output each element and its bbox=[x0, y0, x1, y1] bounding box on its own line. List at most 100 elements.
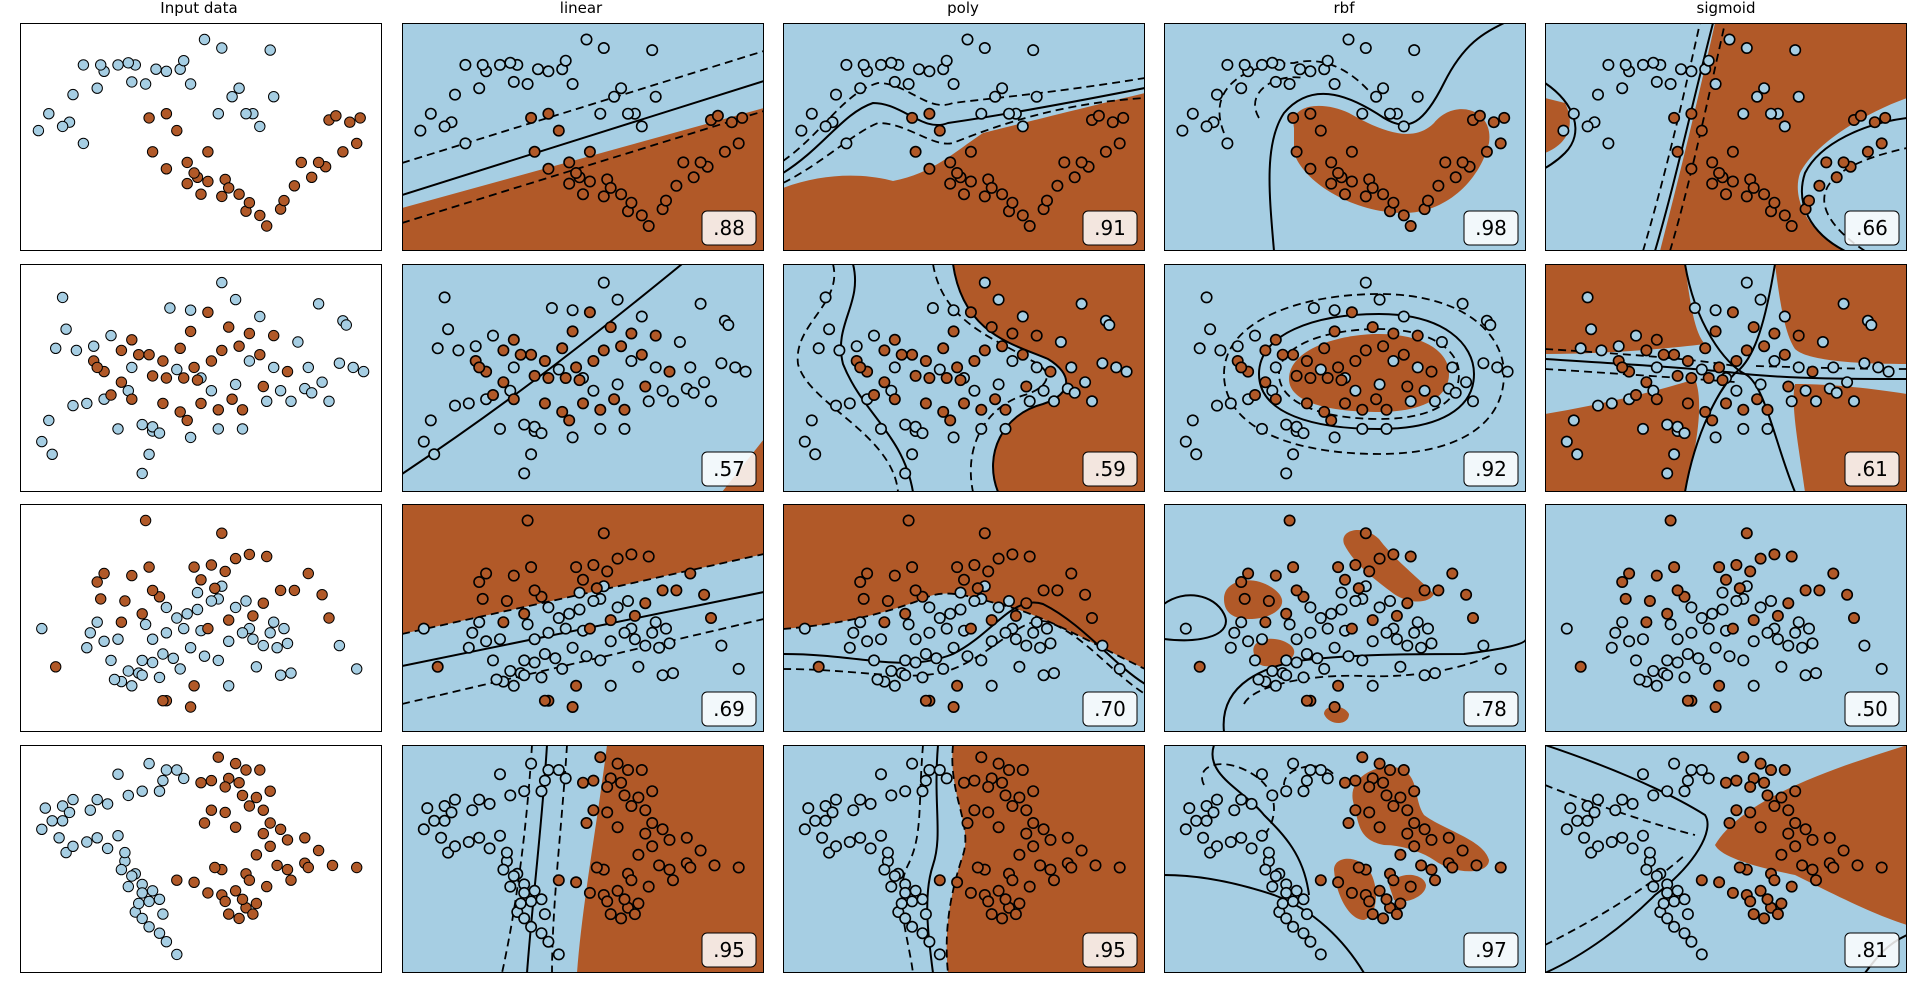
score-box bbox=[701, 691, 757, 727]
data-point-class-1 bbox=[1356, 403, 1369, 416]
data-point-class-1 bbox=[906, 348, 919, 361]
data-point-class-0 bbox=[1290, 633, 1303, 646]
data-point-class-1 bbox=[666, 874, 679, 887]
data-point-class-1 bbox=[975, 403, 988, 416]
data-point-class-1 bbox=[254, 349, 266, 361]
data-point-class-0 bbox=[153, 893, 166, 906]
data-point-class-1 bbox=[229, 552, 242, 565]
data-point-class-0 bbox=[518, 467, 531, 480]
data-point-class-1 bbox=[243, 327, 256, 340]
data-point-class-1 bbox=[312, 156, 325, 169]
data-point-class-1 bbox=[1809, 874, 1822, 887]
data-point-class-0 bbox=[1373, 378, 1386, 391]
data-point-class-1 bbox=[542, 372, 555, 385]
data-point-class-1 bbox=[1851, 859, 1864, 872]
data-point-class-0 bbox=[122, 880, 135, 893]
data-point-class-0 bbox=[999, 422, 1012, 435]
data-point-class-0 bbox=[635, 310, 648, 323]
data-point-class-0 bbox=[351, 663, 363, 675]
data-point-class-0 bbox=[840, 58, 853, 71]
score-box bbox=[701, 210, 757, 246]
data-point-class-1 bbox=[1439, 156, 1452, 169]
data-point-class-0 bbox=[77, 137, 90, 150]
data-point-class-0 bbox=[56, 815, 69, 827]
data-point-class-1 bbox=[628, 908, 641, 921]
data-point-class-1 bbox=[1387, 799, 1400, 812]
data-point-class-0 bbox=[1630, 329, 1643, 342]
score-box bbox=[701, 932, 757, 968]
data-point-class-0 bbox=[1425, 637, 1438, 650]
data-point-class-1 bbox=[1418, 823, 1431, 836]
data-point-class-0 bbox=[191, 586, 204, 599]
data-point-class-1 bbox=[604, 908, 617, 921]
data-point-class-0 bbox=[649, 361, 662, 374]
panel-plot-area bbox=[1176, 23, 1511, 251]
data-point-class-1 bbox=[1373, 552, 1386, 565]
data-point-class-0 bbox=[975, 422, 988, 435]
data-point-class-1 bbox=[1640, 376, 1653, 389]
data-point-class-1 bbox=[656, 823, 669, 836]
data-point-class-0 bbox=[542, 763, 555, 776]
data-point-class-1 bbox=[1730, 558, 1743, 571]
data-point-class-0 bbox=[157, 908, 169, 920]
data-point-class-1 bbox=[1785, 220, 1798, 233]
data-point-class-1 bbox=[250, 849, 263, 861]
data-point-class-1 bbox=[1332, 361, 1345, 374]
data-point-class-0 bbox=[1228, 804, 1241, 817]
data-point-class-0 bbox=[1626, 842, 1639, 855]
data-point-class-0 bbox=[1318, 662, 1331, 675]
data-point-class-0 bbox=[1384, 595, 1397, 608]
data-point-class-1 bbox=[1747, 321, 1760, 334]
data-point-class-1 bbox=[1841, 588, 1854, 601]
data-point-class-0 bbox=[1460, 376, 1473, 389]
data-point-class-0 bbox=[549, 652, 562, 665]
data-point-class-1 bbox=[1304, 162, 1317, 175]
data-point-class-0 bbox=[1249, 329, 1262, 342]
panel-frame bbox=[402, 264, 764, 492]
data-point-class-1 bbox=[233, 777, 245, 789]
data-point-class-1 bbox=[1713, 561, 1726, 574]
data-point-class-0 bbox=[525, 757, 538, 770]
data-point-class-1 bbox=[1747, 908, 1760, 921]
data-point-class-0 bbox=[67, 399, 79, 412]
data-point-class-1 bbox=[944, 177, 957, 190]
data-point-class-0 bbox=[1030, 90, 1043, 103]
data-point-class-1 bbox=[1726, 622, 1739, 635]
data-point-class-0 bbox=[1200, 814, 1213, 827]
score-label: .78 bbox=[1475, 697, 1507, 721]
panel-frame bbox=[402, 504, 764, 732]
data-point-class-1 bbox=[656, 584, 669, 597]
data-point-class-0 bbox=[1321, 54, 1334, 67]
decision-boundary-line bbox=[783, 87, 1145, 174]
data-point-class-1 bbox=[171, 124, 183, 137]
data-point-class-0 bbox=[1737, 654, 1750, 667]
panel-row2-input bbox=[20, 264, 382, 492]
data-point-class-0 bbox=[153, 427, 166, 439]
data-point-class-0 bbox=[1103, 318, 1116, 331]
data-point-class-0 bbox=[919, 648, 932, 661]
data-point-class-0 bbox=[1262, 846, 1275, 859]
data-point-class-0 bbox=[538, 908, 551, 921]
data-point-class-0 bbox=[424, 414, 437, 427]
data-point-class-0 bbox=[81, 397, 93, 410]
data-point-class-1 bbox=[1335, 374, 1348, 387]
data-point-class-1 bbox=[1401, 804, 1414, 817]
data-point-class-1 bbox=[923, 107, 936, 120]
data-point-class-0 bbox=[854, 616, 867, 629]
data-point-class-0 bbox=[143, 757, 155, 770]
data-point-class-0 bbox=[1837, 297, 1850, 310]
data-point-class-1 bbox=[115, 616, 128, 628]
data-point-class-1 bbox=[951, 679, 964, 692]
data-point-class-1 bbox=[663, 833, 676, 846]
data-point-class-0 bbox=[899, 785, 912, 798]
margin-line bbox=[402, 110, 764, 224]
data-point-class-0 bbox=[985, 679, 998, 692]
data-point-class-1 bbox=[1456, 156, 1469, 169]
data-point-class-0 bbox=[95, 59, 107, 71]
data-point-class-0 bbox=[1778, 120, 1791, 133]
data-point-class-1 bbox=[958, 776, 971, 789]
data-point-class-1 bbox=[1065, 567, 1078, 580]
data-point-class-1 bbox=[216, 190, 228, 203]
data-point-class-0 bbox=[1765, 595, 1778, 608]
column-title-poly: poly bbox=[947, 0, 979, 17]
